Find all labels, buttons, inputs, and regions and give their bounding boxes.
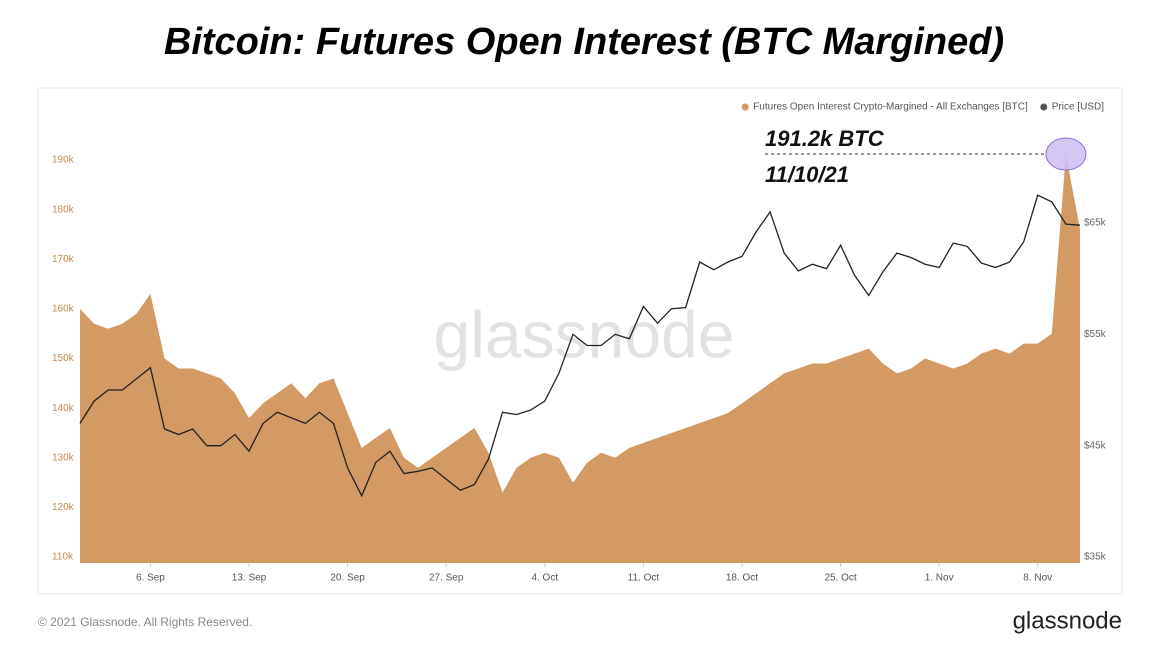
x-tick-label: 11. Oct xyxy=(628,573,660,584)
annotation-text: 191.2k BTC xyxy=(765,126,885,151)
x-tick-label: 18. Oct xyxy=(726,573,758,584)
y-tick-label: 120k xyxy=(52,502,75,513)
legend-label: Futures Open Interest Crypto-Margined - … xyxy=(753,102,1028,113)
legend-label: Price [USD] xyxy=(1052,102,1104,113)
x-tick-label: 6. Sep xyxy=(136,573,165,584)
y-tick-label: 140k xyxy=(52,403,75,414)
x-tick-label: 4. Oct xyxy=(531,573,558,584)
x-tick-label: 8. Nov xyxy=(1023,573,1052,584)
x-tick-label: 1. Nov xyxy=(925,573,954,584)
y2-tick-label: $55k xyxy=(1084,329,1107,340)
y2-tick-label: $45k xyxy=(1084,440,1107,451)
watermark: glassnode xyxy=(434,297,735,371)
y-tick-label: 110k xyxy=(52,552,74,563)
brand: glassnode xyxy=(1013,607,1122,634)
annotation-text: 11/10/21 xyxy=(765,162,849,187)
y-tick-label: 170k xyxy=(52,254,75,265)
y-tick-label: 130k xyxy=(52,452,75,463)
legend-swatch xyxy=(1040,103,1048,111)
line xyxy=(79,194,1081,498)
x-tick-label: 20. Sep xyxy=(330,573,365,584)
annotation-circle xyxy=(1045,137,1087,171)
legend-swatch xyxy=(741,103,749,111)
y-tick-label: 160k xyxy=(52,304,75,315)
y2-tick-label: $65k xyxy=(1084,218,1107,229)
footer: © 2021 Glassnode. All Rights Reserved. xyxy=(38,615,252,629)
plot-frame xyxy=(37,87,1123,595)
y-tick-label: 150k xyxy=(52,353,75,364)
chart-title: Bitcoin: Futures Open Interest (BTC Marg… xyxy=(164,21,1004,63)
x-tick-label: 27. Sep xyxy=(429,573,464,584)
area xyxy=(80,154,1080,563)
x-tick-label: 13. Sep xyxy=(232,573,267,584)
y-tick-label: 180k xyxy=(52,204,75,215)
y-tick-label: 190k xyxy=(52,155,75,166)
y2-tick-label: $35k xyxy=(1084,552,1107,563)
x-tick-label: 25. Oct xyxy=(824,573,856,584)
